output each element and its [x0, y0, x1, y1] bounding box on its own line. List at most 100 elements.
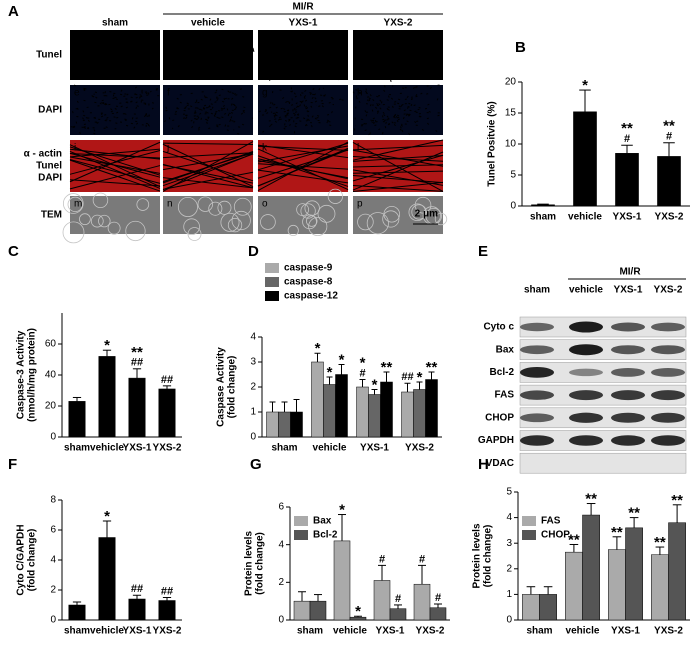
nucleus	[207, 96, 218, 120]
nucleus	[124, 115, 149, 121]
bar	[333, 540, 351, 621]
mitochondrion	[125, 220, 146, 242]
bar	[582, 514, 600, 621]
nucleus	[369, 96, 385, 135]
tile-letter: g	[262, 88, 268, 99]
blot-label: FAS	[495, 390, 515, 401]
y-axis-title: (fold change)	[227, 356, 238, 419]
significance-mark: **	[568, 531, 580, 548]
legend-swatch	[294, 516, 308, 526]
legend-swatch	[522, 530, 536, 540]
blot-band	[569, 390, 603, 401]
x-tick-label: YXS-2	[654, 626, 683, 637]
bar	[573, 111, 597, 207]
mitochondrion	[327, 188, 343, 204]
fiber	[257, 149, 349, 187]
legend-label: caspase-8	[284, 277, 333, 288]
x-tick-label: vehicle	[313, 443, 347, 454]
y-axis-title: Caspase-3 Activity	[16, 330, 27, 419]
bar	[425, 379, 438, 438]
bar	[290, 411, 303, 438]
blot-label: Cyto c	[483, 322, 514, 333]
nucleus	[233, 104, 254, 119]
group-label: MI/R	[292, 2, 314, 13]
x-tick-label: vehicle	[566, 626, 600, 637]
tile-letter: h	[357, 88, 363, 99]
blot-band	[520, 390, 554, 400]
x-tick-label: vehicle	[90, 443, 124, 454]
y-tick-label: 3	[250, 357, 256, 368]
significance-mark: #	[419, 553, 425, 565]
y-tick-label: 0	[250, 432, 256, 443]
nucleus	[130, 96, 141, 123]
row-label: DAPI	[38, 105, 62, 116]
fiber	[352, 151, 444, 191]
fiber	[352, 164, 444, 168]
nucleus	[379, 112, 390, 120]
nucleus	[360, 104, 372, 128]
x-tick-label: sham	[530, 212, 556, 223]
fiber	[257, 145, 349, 163]
blot-label: CHOP	[485, 412, 514, 423]
tunel-signal	[165, 71, 168, 76]
significance-mark: **	[381, 359, 393, 376]
x-tick-label: vehicle	[333, 626, 367, 637]
mitochondrion	[177, 197, 198, 218]
nucleus	[130, 126, 136, 132]
nucleus	[76, 116, 144, 126]
y-tick-label: 4	[250, 332, 256, 343]
y-axis-title: (fold change)	[483, 525, 494, 588]
x-tick-label: sham	[526, 626, 552, 637]
bar	[323, 384, 336, 438]
fiber	[69, 156, 161, 174]
blot-band	[569, 412, 603, 423]
panel-letter: C	[8, 243, 19, 260]
nucleus	[368, 102, 432, 136]
tunel-signal	[187, 64, 190, 69]
nucleus	[289, 104, 301, 126]
x-tick-label: YXS-2	[405, 443, 434, 454]
nucleus	[274, 104, 317, 120]
mitochondrion	[136, 198, 150, 211]
fiber	[162, 171, 254, 190]
tunel-signal	[207, 74, 210, 79]
nucleus	[110, 94, 115, 105]
x-tick-label: YXS-2	[153, 626, 182, 637]
bar	[401, 391, 414, 438]
significance-mark: ##	[131, 357, 143, 369]
bar	[565, 551, 583, 621]
y-tick-label: 2	[50, 585, 56, 596]
y-axis-title: (fold change)	[27, 529, 38, 592]
nucleus	[268, 87, 325, 128]
fiber	[69, 179, 161, 187]
significance-mark: *	[372, 376, 378, 393]
blot-band	[520, 322, 554, 332]
bar	[373, 580, 391, 621]
blot-band	[611, 345, 645, 355]
mitochondrion	[98, 214, 111, 228]
nucleus	[88, 112, 136, 115]
nucleus	[365, 103, 412, 112]
significance-mark: **	[654, 534, 666, 551]
mitochondrion	[317, 204, 336, 223]
blot-band	[651, 390, 685, 401]
nucleus	[369, 94, 385, 115]
fiber	[352, 174, 444, 184]
nucleus	[109, 90, 155, 104]
tile-letter: k	[262, 143, 268, 154]
tile-letter: l	[357, 143, 359, 154]
legend-swatch	[294, 530, 308, 540]
y-axis-title: Cyto C/GAPDH	[16, 524, 27, 595]
nucleus	[270, 104, 294, 113]
mitochondrion	[62, 193, 84, 214]
y-tick-label: 6	[50, 525, 56, 536]
mitochondrion	[382, 210, 400, 228]
fiber	[352, 184, 444, 192]
bar	[98, 356, 116, 438]
mitochondrion	[300, 203, 316, 219]
y-tick-label: 0	[278, 615, 284, 626]
bar	[389, 608, 407, 621]
nucleus	[165, 106, 174, 130]
bar	[356, 386, 369, 438]
